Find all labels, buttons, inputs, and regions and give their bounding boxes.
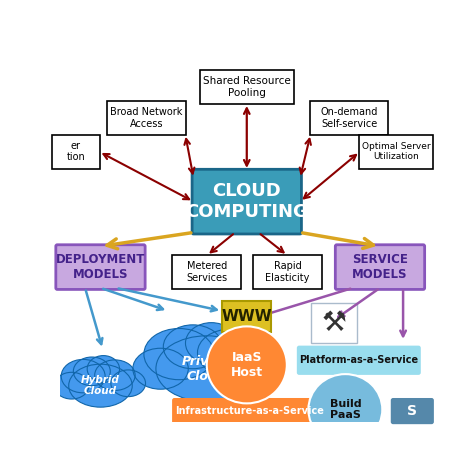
FancyBboxPatch shape [359, 135, 434, 169]
FancyBboxPatch shape [310, 302, 357, 343]
Ellipse shape [69, 364, 132, 407]
Text: On-demand
Self-service: On-demand Self-service [320, 107, 378, 128]
Text: Infrastructure-as-a-Service: Infrastructure-as-a-Service [174, 406, 324, 416]
Text: Rapid
Elasticity: Rapid Elasticity [265, 261, 310, 283]
FancyBboxPatch shape [253, 255, 322, 289]
Ellipse shape [156, 336, 257, 401]
Text: Hybrid
Cloud: Hybrid Cloud [81, 375, 120, 396]
FancyBboxPatch shape [310, 101, 389, 135]
Text: Optimal Server
Utilization: Optimal Server Utilization [362, 142, 430, 161]
Text: Broad Network
Access: Broad Network Access [110, 107, 183, 128]
Ellipse shape [111, 370, 146, 397]
Text: Build
PaaS: Build PaaS [329, 399, 361, 420]
Text: SERVICE
MODELS: SERVICE MODELS [352, 253, 408, 281]
Ellipse shape [144, 328, 214, 380]
Ellipse shape [185, 323, 237, 364]
Text: Shared Resource
Pooling: Shared Resource Pooling [203, 76, 291, 98]
Text: er
tion: er tion [66, 141, 85, 163]
Text: Platform-as-a-Service: Platform-as-a-Service [299, 355, 418, 365]
Text: Metered
Services: Metered Services [186, 261, 228, 283]
FancyBboxPatch shape [335, 245, 425, 290]
Ellipse shape [61, 359, 105, 393]
Text: WWW: WWW [221, 309, 272, 324]
FancyBboxPatch shape [56, 245, 145, 290]
Text: IaaS
Host: IaaS Host [231, 351, 263, 379]
Ellipse shape [95, 360, 135, 391]
FancyBboxPatch shape [52, 135, 100, 169]
Ellipse shape [55, 372, 89, 399]
Ellipse shape [223, 345, 279, 385]
FancyBboxPatch shape [108, 101, 186, 135]
Text: S: S [407, 404, 417, 418]
Text: CLOUD
COMPUTING: CLOUD COMPUTING [185, 182, 308, 221]
FancyBboxPatch shape [297, 346, 421, 375]
Ellipse shape [133, 348, 188, 389]
FancyBboxPatch shape [391, 398, 434, 424]
Ellipse shape [73, 357, 110, 386]
FancyBboxPatch shape [222, 301, 272, 332]
Text: Private
Cloud: Private Cloud [182, 355, 232, 383]
Ellipse shape [87, 356, 119, 383]
FancyBboxPatch shape [192, 169, 301, 234]
Text: ⚒: ⚒ [321, 309, 346, 337]
Ellipse shape [198, 329, 262, 376]
Ellipse shape [207, 327, 287, 403]
Ellipse shape [309, 374, 383, 445]
Text: DEPLOYMENT
MODELS: DEPLOYMENT MODELS [56, 253, 145, 281]
FancyBboxPatch shape [172, 398, 326, 424]
FancyBboxPatch shape [172, 255, 241, 289]
Ellipse shape [164, 325, 222, 369]
FancyBboxPatch shape [200, 70, 294, 104]
